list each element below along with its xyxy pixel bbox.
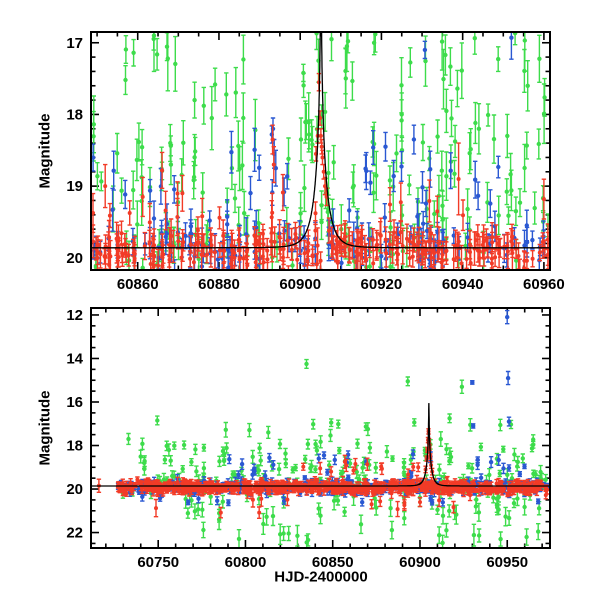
y-tick-label: 20 — [66, 481, 83, 498]
y-tick-label: 18 — [66, 106, 83, 123]
x-tick-label: 60900 — [279, 276, 321, 293]
axis-tick-labels-bottom: 60750 60800 60850 60900 60950 12 14 16 18 20 22 — [66, 307, 528, 571]
panel-frame — [90, 31, 551, 271]
axis-tick-labels-top: 60860 60880 60900 60920 60940 60960 17 18 19 20 — [66, 35, 564, 293]
x-tick-label: 60850 — [312, 554, 354, 571]
x-tick-label: 60750 — [137, 554, 179, 571]
panel-bottom: 60750 60800 60850 60900 60950 12 14 16 18 20 22 — [66, 307, 551, 571]
panel-frame — [90, 307, 551, 549]
x-axis-title: HJD-2400000 — [274, 568, 368, 586]
panel-top: 60860 60880 60900 60920 60940 60960 17 18 19 20 — [66, 31, 565, 293]
model-light-curve — [92, 403, 549, 487]
y-tick-label: 19 — [66, 178, 83, 195]
x-tick-label: 60880 — [198, 276, 240, 293]
x-tick-label: 60960 — [523, 276, 565, 293]
x-tick-label: 60900 — [399, 554, 441, 571]
y-tick-label: 17 — [66, 35, 83, 52]
y-axis-title-top: Magnitude — [36, 113, 54, 189]
y-tick-label: 12 — [66, 307, 83, 324]
y-tick-label: 16 — [66, 394, 83, 411]
y-tick-label: 18 — [66, 438, 83, 455]
x-tick-label: 60860 — [117, 276, 159, 293]
y-tick-label: 14 — [66, 351, 83, 368]
series-red-points — [92, 72, 549, 269]
y-tick-label: 20 — [66, 250, 83, 267]
y-tick-label: 22 — [66, 525, 83, 542]
x-tick-label: 60950 — [486, 554, 528, 571]
model-light-curve — [92, 33, 549, 249]
x-tick-label: 60940 — [442, 276, 484, 293]
x-tick-label: 60920 — [361, 276, 403, 293]
y-axis-title-bottom: Magnitude — [36, 390, 54, 466]
x-tick-label: 60800 — [225, 554, 267, 571]
data-points-bottom — [96, 309, 549, 547]
